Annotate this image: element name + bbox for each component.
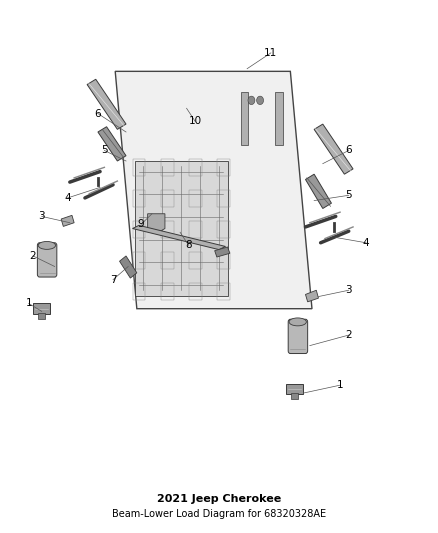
Polygon shape — [115, 71, 312, 309]
Text: 3: 3 — [346, 285, 352, 295]
Bar — [189, 221, 202, 238]
Bar — [189, 252, 202, 269]
Polygon shape — [61, 215, 74, 227]
Polygon shape — [314, 124, 353, 174]
Circle shape — [257, 96, 264, 104]
Bar — [217, 283, 230, 300]
Text: 2021 Jeep Cherokee: 2021 Jeep Cherokee — [157, 494, 281, 504]
Bar — [189, 283, 202, 300]
Ellipse shape — [38, 241, 56, 249]
Text: 5: 5 — [346, 190, 352, 200]
Bar — [38, 313, 45, 319]
Text: 2: 2 — [30, 251, 36, 261]
Bar — [240, 92, 248, 145]
Text: 10: 10 — [189, 116, 202, 126]
Polygon shape — [98, 127, 126, 161]
Bar — [291, 393, 298, 399]
Polygon shape — [133, 225, 226, 249]
Polygon shape — [215, 247, 230, 257]
Bar — [33, 303, 50, 314]
Text: 7: 7 — [110, 274, 117, 285]
Circle shape — [248, 96, 255, 104]
FancyBboxPatch shape — [288, 319, 307, 353]
Bar — [134, 161, 228, 295]
Polygon shape — [87, 79, 126, 130]
Bar — [217, 190, 230, 207]
Text: 6: 6 — [346, 146, 352, 156]
Bar — [217, 252, 230, 269]
Text: 1: 1 — [25, 298, 32, 309]
Text: 3: 3 — [39, 212, 45, 221]
Text: 1: 1 — [337, 380, 343, 390]
Text: 8: 8 — [185, 240, 192, 251]
Bar — [161, 190, 173, 207]
FancyBboxPatch shape — [37, 243, 57, 277]
Text: 5: 5 — [101, 146, 108, 156]
Text: Beam-Lower Load Diagram for 68320328AE: Beam-Lower Load Diagram for 68320328AE — [112, 510, 326, 519]
Bar — [275, 92, 283, 145]
Bar — [286, 384, 304, 394]
Ellipse shape — [289, 318, 306, 326]
Text: 9: 9 — [138, 219, 145, 229]
Bar — [189, 190, 202, 207]
Bar — [189, 159, 202, 176]
Bar — [133, 283, 145, 300]
Bar — [133, 221, 145, 238]
Bar — [161, 252, 173, 269]
Bar — [217, 159, 230, 176]
Polygon shape — [120, 256, 137, 278]
Polygon shape — [305, 174, 332, 208]
Bar — [161, 283, 173, 300]
Text: 2: 2 — [346, 330, 352, 340]
Bar — [133, 252, 145, 269]
Bar — [217, 221, 230, 238]
Text: 4: 4 — [64, 193, 71, 203]
Bar — [161, 159, 173, 176]
Polygon shape — [148, 214, 165, 232]
Text: 11: 11 — [264, 48, 278, 58]
Bar — [133, 159, 145, 176]
Text: 6: 6 — [95, 109, 101, 118]
Bar — [161, 221, 173, 238]
Bar — [133, 190, 145, 207]
Text: 4: 4 — [363, 238, 369, 248]
Polygon shape — [305, 290, 318, 302]
